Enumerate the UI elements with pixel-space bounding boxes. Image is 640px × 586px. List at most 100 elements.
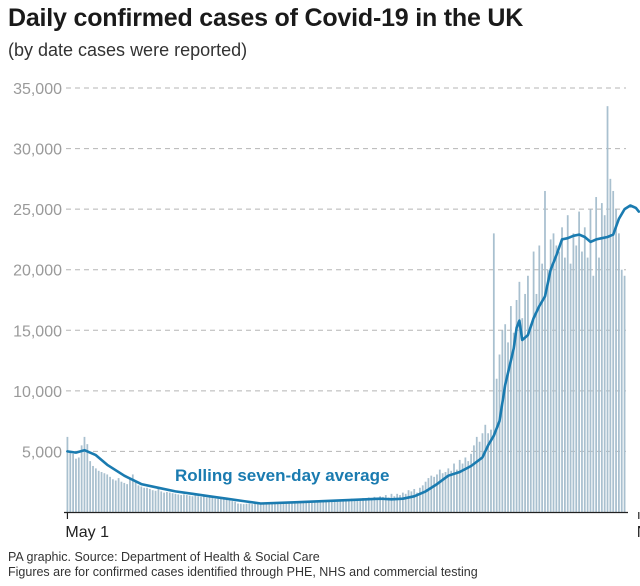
daily-case-bar (401, 492, 404, 512)
daily-case-bar (450, 470, 453, 512)
daily-case-bar (305, 501, 308, 512)
daily-case-bar (544, 190, 546, 512)
daily-case-bar (441, 473, 444, 512)
daily-case-bar (433, 476, 436, 512)
daily-case-bar (612, 190, 615, 512)
daily-case-bar (80, 445, 83, 512)
daily-case-bar (461, 463, 464, 512)
daily-case-bar (447, 468, 450, 512)
daily-case-bar (504, 324, 507, 512)
daily-case-bar (458, 459, 461, 512)
daily-case-bar (174, 493, 177, 512)
daily-case-bar (325, 501, 327, 512)
daily-case-bar (396, 493, 399, 512)
daily-case-bar (393, 496, 396, 512)
daily-case-bar (83, 436, 86, 512)
daily-case-bar (495, 378, 498, 512)
daily-case-bar (299, 502, 302, 512)
daily-case-bar (606, 106, 609, 513)
daily-case-bar (248, 503, 251, 512)
daily-case-bar (410, 491, 413, 512)
daily-case-bar (214, 498, 217, 512)
daily-case-bar (256, 503, 259, 512)
daily-case-bar (501, 330, 504, 512)
daily-case-bar (535, 293, 538, 512)
daily-case-bar (419, 487, 421, 512)
daily-case-bar (512, 332, 515, 512)
daily-case-bar (404, 493, 407, 512)
daily-case-bar (177, 494, 180, 512)
daily-cases-bars (66, 106, 626, 513)
daily-case-bar (211, 498, 214, 512)
daily-case-bar (114, 480, 117, 512)
daily-case-bar (382, 496, 384, 512)
daily-case-bar (194, 495, 197, 512)
daily-case-bar (137, 485, 140, 512)
daily-case-bar (484, 424, 487, 512)
daily-case-bar (72, 453, 74, 512)
daily-case-bar (330, 501, 333, 512)
daily-case-bar (586, 257, 589, 512)
daily-case-bar (143, 487, 146, 512)
daily-case-bar (569, 263, 572, 512)
daily-case-bar (356, 498, 359, 512)
daily-case-bar (564, 257, 566, 512)
daily-case-bar (328, 500, 330, 512)
daily-case-bar (259, 503, 262, 512)
daily-case-bar (322, 500, 325, 512)
daily-case-bar (470, 453, 472, 512)
daily-case-bar (92, 465, 94, 512)
labels: 5,000 10,000 15,000 20,000 25,000 30,000 35,00… (13, 81, 640, 541)
daily-case-bar (407, 490, 410, 512)
daily-case-bar (481, 433, 484, 512)
daily-case-bar (109, 476, 111, 512)
daily-case-bar (549, 239, 552, 512)
daily-case-bar (333, 500, 336, 512)
daily-case-bar (620, 269, 623, 512)
daily-case-bar (220, 498, 222, 512)
daily-case-bar (359, 498, 362, 512)
daily-case-bar (498, 354, 501, 512)
cases-chart: 5,000 10,000 15,000 20,000 25,000 30,000 35,00… (13, 81, 640, 541)
daily-case-bar (566, 215, 569, 512)
daily-case-bar (285, 502, 288, 512)
daily-case-bar (384, 495, 387, 512)
source-line-2: Figures are for confirmed cases identifi… (8, 565, 478, 579)
daily-case-bar (282, 503, 285, 512)
daily-case-bar (558, 251, 561, 513)
daily-case-bar (416, 492, 418, 512)
daily-case-bar (555, 245, 558, 512)
daily-case-bar (527, 275, 529, 512)
daily-case-bar (490, 429, 492, 512)
daily-case-bar (365, 498, 367, 512)
daily-case-bar (205, 497, 208, 512)
daily-case-bar (345, 499, 347, 512)
daily-case-bar (271, 503, 273, 512)
source-note: PA graphic. Source: Department of Health… (8, 550, 478, 580)
daily-case-bar (245, 503, 248, 512)
y-tick-label: 15,000 (13, 323, 62, 340)
daily-case-bar (609, 178, 612, 512)
daily-case-bar (126, 484, 128, 512)
daily-case-bar (370, 498, 373, 512)
daily-case-bar (478, 441, 481, 512)
daily-case-bar (77, 457, 80, 512)
daily-case-bar (600, 203, 603, 513)
x-tick-label: May 1 (65, 524, 109, 541)
daily-case-bar (225, 499, 228, 512)
daily-case-bar (222, 499, 225, 512)
daily-case-bar (163, 492, 165, 512)
daily-case-bar (185, 495, 188, 512)
daily-case-bar (464, 457, 467, 512)
daily-case-bar (538, 245, 541, 512)
y-tick-label: 25,000 (13, 202, 62, 219)
daily-case-bar (171, 493, 174, 512)
daily-case-bar (123, 482, 126, 512)
daily-case-bar (367, 497, 370, 512)
daily-case-bar (623, 275, 626, 512)
daily-case-bar (552, 233, 555, 512)
daily-case-bar (592, 275, 595, 512)
daily-case-bar (112, 479, 114, 512)
daily-case-bar (353, 499, 356, 512)
daily-case-bar (276, 503, 279, 512)
